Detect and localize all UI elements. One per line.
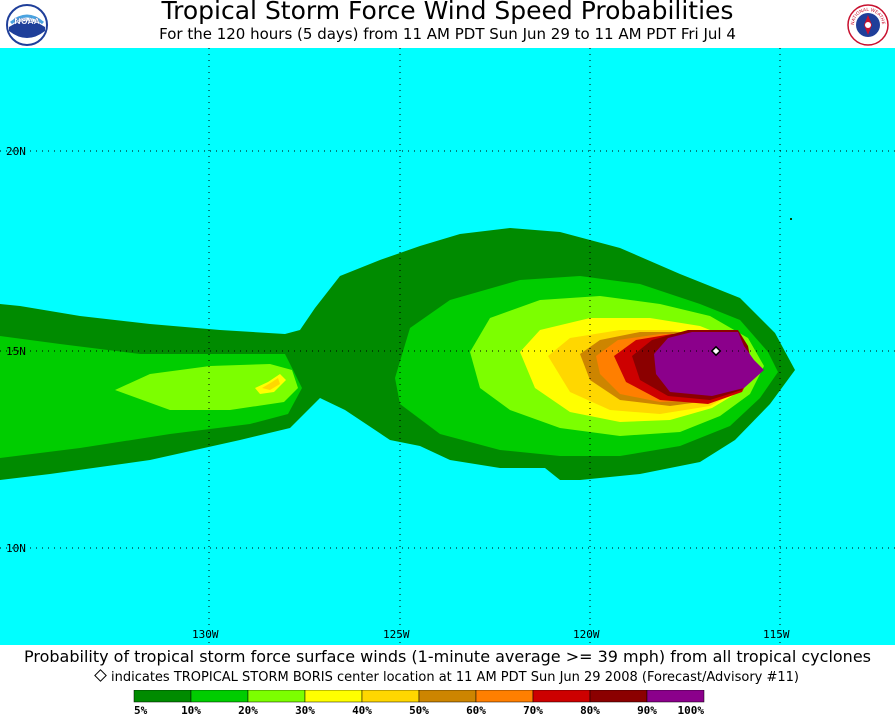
diamond-icon [94,669,107,682]
lat-label-10n: 10N [6,542,26,555]
lon-label-130w: 130W [192,628,219,641]
legend-swatch [304,690,363,703]
legend-swatch [589,690,648,703]
map-subtitle: For the 120 hours (5 days) from 11 AM PD… [159,25,736,43]
legend-label: 50% [409,704,429,716]
map-caption: Probability of tropical storm force surf… [24,647,871,666]
storm-note: indicates TROPICAL STORM BORIS center lo… [0,669,895,686]
legend-label: 30% [295,704,315,716]
islet [790,218,792,220]
lat-label-20n: 20N [6,145,26,158]
legend-label: 10% [181,704,201,716]
header: NOAA Tropical Storm Force Wind Speed Pro… [0,0,895,48]
nws-logo: NATIONAL WEATHER SERVICE [846,3,889,46]
contour-90-percent [654,332,764,396]
legend-label: 5% [134,704,148,716]
legend-swatch [133,690,192,703]
storm-note-text: indicates TROPICAL STORM BORIS center lo… [110,670,800,685]
lon-label-115w: 115W [763,628,790,641]
legend-swatch [475,690,534,703]
legend-label: 100% [678,704,705,716]
storm-center-marker [710,345,722,357]
probability-map: 20N 15N 10N 130W 125W 120W 115W [0,48,895,645]
legend-label: 20% [238,704,258,716]
legend-swatch [646,690,705,703]
lat-label-15n: 15N [6,345,26,358]
legend-swatch [247,690,306,703]
legend-label: 90% [637,704,657,716]
legend-swatch [361,690,420,703]
lon-label-125w: 125W [383,628,410,641]
map-title: Tropical Storm Force Wind Speed Probabil… [161,0,734,25]
legend-swatch [190,690,249,703]
noaa-logo-text: NOAA [14,17,40,26]
legend-label: 80% [580,704,600,716]
noaa-logo: NOAA [6,4,48,46]
legend-swatch [532,690,591,703]
legend-label: 60% [466,704,486,716]
legend-label: 40% [352,704,372,716]
footer: Probability of tropical storm force surf… [0,645,895,716]
color-legend: 5% 10% 20% 30% 40% 50% 60% 70% 80% 90% 100% [133,690,705,716]
legend-swatch [418,690,477,703]
legend-label: 70% [523,704,543,716]
lon-label-120w: 120W [573,628,600,641]
